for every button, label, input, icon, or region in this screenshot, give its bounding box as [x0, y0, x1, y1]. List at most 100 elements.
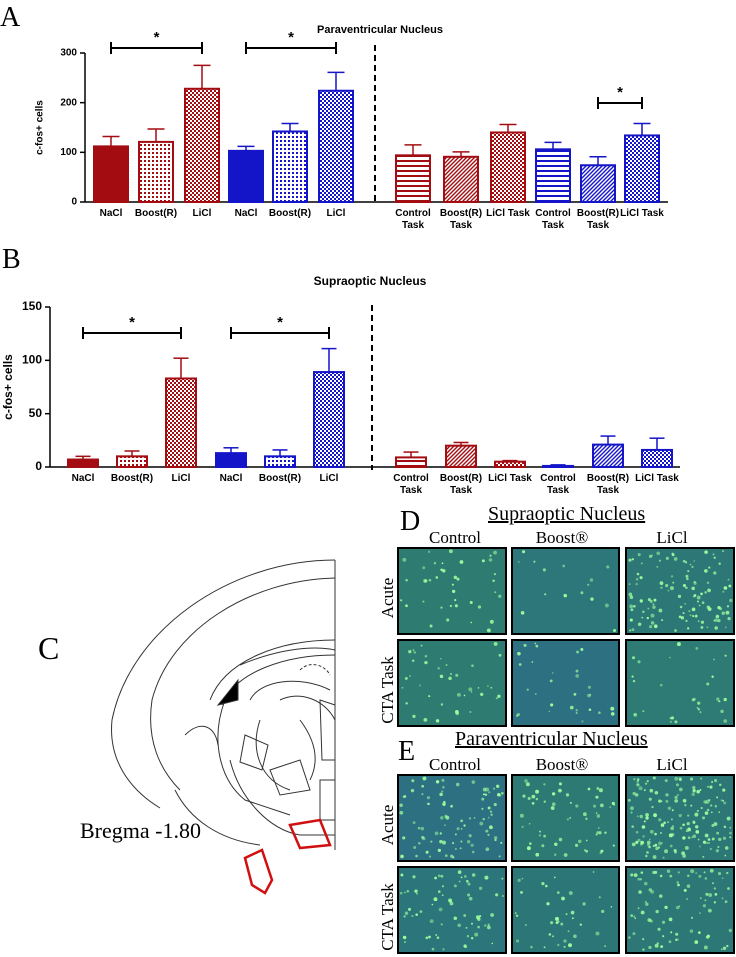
cell-spot — [722, 788, 726, 792]
cell-spot — [649, 599, 653, 603]
cell-spot — [610, 712, 615, 716]
cell-spot — [578, 839, 582, 844]
cell-spot — [648, 797, 652, 801]
cell-spot — [479, 821, 484, 826]
cell-spot — [719, 783, 722, 787]
cell-spot — [640, 871, 644, 874]
cell-spot — [487, 923, 490, 926]
cell-spot — [678, 787, 683, 792]
cell-spot — [640, 910, 645, 915]
cell-spot — [631, 825, 634, 828]
cell-spot — [628, 558, 632, 562]
cell-spot — [707, 607, 712, 612]
cell-spot — [400, 873, 404, 877]
cell-spot — [580, 591, 584, 595]
cell-spot — [436, 936, 440, 940]
cell-spot — [693, 581, 697, 585]
cell-spot — [652, 605, 656, 609]
y-tick-label: 0 — [35, 459, 42, 473]
cell-spot — [727, 617, 731, 621]
cell-spot — [629, 629, 632, 632]
cell-spot — [646, 840, 651, 845]
cell-spot — [610, 706, 615, 711]
cell-spot — [671, 809, 674, 812]
cell-spot — [721, 897, 724, 900]
cell-spot — [448, 899, 453, 903]
cell-spot — [544, 593, 547, 596]
column-header: LiCl — [656, 528, 688, 547]
cell-spot — [573, 934, 577, 939]
x-tick-label: Boost(R) Task — [576, 208, 620, 231]
cell-spot — [711, 781, 714, 783]
cell-spot — [700, 777, 703, 780]
cell-spot — [638, 890, 642, 894]
cell-spot — [694, 614, 698, 618]
cell-spot — [633, 777, 636, 781]
cell-spot — [481, 559, 485, 563]
cell-spot — [566, 818, 570, 821]
cell-spot — [575, 804, 579, 808]
x-tick-label: LiCl Task — [488, 473, 532, 484]
cell-spot — [664, 905, 668, 910]
cell-spot — [654, 791, 659, 795]
cell-spot — [628, 583, 631, 585]
cell-spot — [632, 791, 636, 796]
cell-spot — [435, 934, 438, 937]
cell-spot — [588, 708, 592, 712]
caption: Bregma -1.80 — [80, 818, 201, 843]
cell-spot — [470, 621, 473, 624]
cell-spot — [433, 897, 438, 902]
cell-spot — [402, 795, 405, 798]
cell-spot — [442, 569, 446, 573]
cell-spot — [460, 876, 463, 879]
y-tick-label: 100 — [22, 353, 42, 367]
cell-spot — [468, 817, 472, 820]
cell-spot — [630, 806, 634, 811]
cell-spot — [704, 550, 708, 554]
cell-spot — [421, 793, 424, 796]
cell-spot — [595, 931, 600, 936]
cell-spot — [541, 844, 545, 848]
cell-spot — [668, 917, 673, 922]
cell-spot — [441, 894, 444, 897]
cell-spot — [634, 917, 637, 920]
cell-spot — [705, 799, 710, 804]
cell-spot — [699, 788, 702, 791]
cell-spot — [434, 831, 439, 836]
cell-spot — [418, 684, 421, 687]
cell-spot — [692, 785, 696, 790]
cell-spot — [440, 568, 443, 572]
cell-spot — [658, 559, 661, 562]
cell-spot — [706, 581, 710, 585]
cell-spot — [696, 809, 700, 813]
cell-spot — [690, 869, 695, 874]
cell-spot — [485, 787, 490, 792]
cell-spot — [673, 849, 677, 853]
cell-spot — [557, 943, 560, 947]
cell-spot — [707, 908, 712, 913]
cell-spot — [446, 618, 450, 622]
cell-spot — [456, 827, 460, 831]
cell-spot — [713, 556, 716, 559]
cell-spot — [726, 944, 729, 948]
cell-spot — [676, 642, 681, 647]
cell-spot — [684, 845, 689, 850]
cell-spot — [698, 874, 702, 878]
cell-spot — [631, 628, 635, 632]
cell-spot — [596, 814, 601, 818]
micrograph — [511, 866, 620, 954]
cell-spot — [437, 666, 440, 670]
cell-spot — [467, 893, 471, 897]
bar — [580, 164, 616, 204]
cell-spot — [728, 584, 732, 588]
cell-spot — [484, 793, 488, 796]
cell-spot — [469, 601, 473, 604]
cell-spot — [428, 695, 431, 698]
cell-spot — [412, 714, 416, 719]
cell-spot — [437, 874, 441, 878]
cell-spot — [709, 847, 713, 851]
cell-spot — [464, 945, 468, 949]
cell-spot — [703, 871, 706, 874]
panel-label: E — [398, 736, 416, 767]
cell-spot — [526, 688, 529, 691]
